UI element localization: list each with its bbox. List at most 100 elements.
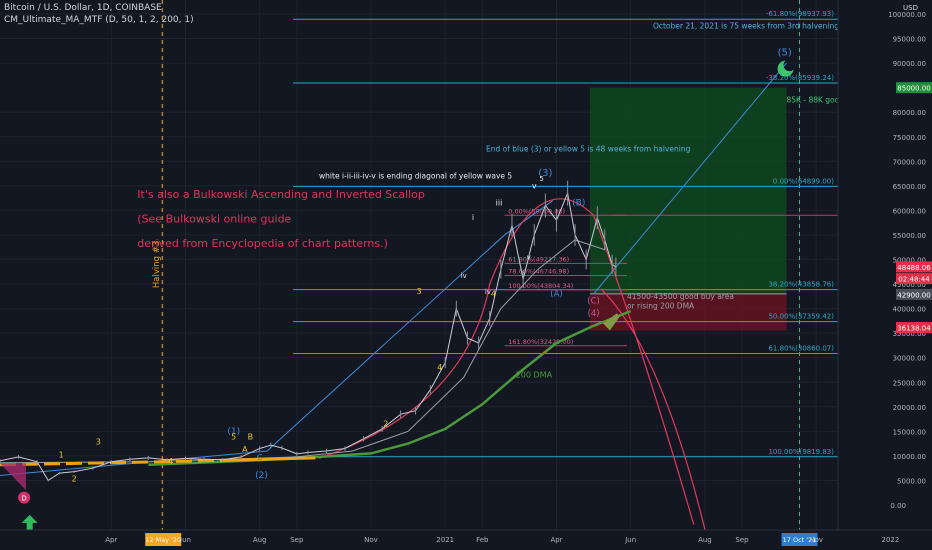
x-tick-label: Nov	[809, 536, 823, 544]
price-badge-label: 02:48:44	[898, 276, 930, 284]
y-tick-label: 15000.00	[893, 428, 926, 436]
price-badge	[896, 322, 932, 334]
wave-label-2-yellow-b: 2	[383, 419, 388, 428]
x-tick-label: 2021	[436, 536, 454, 544]
y-tick-label: 60000.00	[893, 207, 926, 215]
wave-label-i-white: i	[472, 213, 474, 222]
y-tick-label: 80000.00	[893, 109, 926, 117]
wave-label-iv-white: iv	[485, 288, 491, 296]
x-tick-label: 2022	[881, 536, 899, 544]
note-bulkowski-3: derived from Encyclopedia of chart patte…	[137, 237, 388, 250]
x-tick-label: Aug	[253, 536, 267, 544]
wave-label-b-yellow: B	[248, 433, 254, 442]
inner-fib-label: 0.00%(59000.00)	[508, 207, 565, 215]
note-bulkowski-1: It's also a Bulkowski Ascending and Inve…	[137, 188, 425, 201]
wave-label-a: (A)	[550, 289, 562, 299]
wave-label-2-yellow: 2	[72, 474, 77, 483]
x-tick-label-highlight: 12 May '20	[145, 536, 181, 544]
fib-label: 100.00%(9819.83)	[768, 448, 834, 456]
y-tick-label: 70000.00	[893, 158, 926, 166]
indicator-legend[interactable]: CM_Ultimate_MA_MTF (D, 50, 1, 2, 200, 1)	[4, 15, 194, 25]
y-tick-label: 65000.00	[893, 183, 926, 191]
x-tick-label: Feb	[476, 536, 489, 544]
x-tick-label: Aug	[698, 536, 712, 544]
x-tick-highlight	[145, 533, 182, 546]
x-tick-label: Jun	[179, 536, 191, 544]
wave-label-3-blue: (3)	[538, 168, 552, 179]
fib-label: 50.00%(37359.42)	[768, 313, 834, 321]
note-end-blue: End of blue (3) or yellow 5 is 48 weeks …	[486, 144, 691, 153]
y-tick-label: 25000.00	[893, 379, 926, 387]
y-tick-label: 35000.00	[893, 330, 926, 338]
note-200-dma: 200 DMA	[516, 370, 553, 379]
x-tick-label: Apr	[105, 536, 117, 544]
wave-label-5-blue: (5)	[778, 48, 792, 59]
wave-label-4-pink: (4)	[588, 309, 600, 319]
note-rising-dma: or rising 200 DMA	[627, 302, 695, 311]
x-tick-label: Apr	[550, 536, 562, 544]
wave-label-4-yellow-c: 4	[491, 289, 496, 298]
inner-fib-label: 100.00%(43804.34)	[508, 282, 573, 290]
buy-arrow	[21, 514, 38, 533]
inner-fib-label: 161.80%(32429.00)	[508, 338, 573, 346]
wave-label-3-yellow: 3	[417, 287, 422, 296]
wave-label-iii-white: iii	[496, 198, 503, 207]
y-tick-label: 40000.00	[893, 306, 926, 314]
ma200-line	[148, 309, 632, 466]
inner-fib-label: 78.60%(46746.98)	[508, 267, 569, 275]
moon-icon	[777, 60, 794, 77]
note-bulkowski-2: (See Bulkowski online guide	[137, 213, 291, 226]
y-tick-label: 5000.00	[897, 477, 926, 485]
x-tick-label: Sep	[290, 536, 304, 544]
price-badge	[896, 82, 932, 94]
y-tick-label: 20000.00	[893, 404, 926, 412]
wave-label-5-white: 5	[539, 175, 543, 183]
price-badge	[896, 261, 932, 273]
rocket-icon	[602, 313, 620, 331]
wave-label-iv-white-2: iv	[461, 272, 467, 280]
y-tick-label: 55000.00	[893, 232, 926, 240]
marker-wedge	[0, 463, 26, 491]
loss-zone	[589, 293, 787, 331]
price-badge-label: 48488.06	[897, 264, 931, 272]
price-badge	[896, 273, 932, 285]
inverted-scallop-curve	[318, 198, 695, 525]
y-tick-label: 30000.00	[893, 355, 926, 363]
y-tick-label: 75000.00	[893, 134, 926, 142]
price-badge-label: 36138.04	[897, 325, 931, 333]
note-buy-area: 41500-43500 good buy area	[627, 292, 734, 301]
wave-label-3-yellow-b: 3	[96, 438, 101, 447]
y-tick-label: 50000.00	[893, 257, 926, 265]
y-tick-label-zero: 0.00	[890, 502, 906, 510]
note-ending-diagonal: white i-ii-iii-iv-v is ending diagonal o…	[319, 171, 512, 180]
fib-label: -61.80%(98937.93)	[766, 10, 834, 18]
wave-label-1-blue: (1)	[227, 427, 240, 437]
wave-label-c: (C)	[587, 297, 600, 307]
fib-label: -38.20%(85939.24)	[766, 74, 834, 82]
y-tick-label: 90000.00	[893, 60, 926, 68]
ma-overlay-2	[222, 456, 316, 462]
wave-label-5-yellow: 5	[231, 433, 236, 442]
y-tick-label: 10000.00	[893, 453, 926, 461]
y-tick-label: 45000.00	[893, 281, 926, 289]
marker-d-label: D	[21, 495, 26, 503]
note-oct-2021: October 21, 2021 is 75 weeks from 3rd ha…	[653, 22, 839, 31]
marker-d	[18, 491, 31, 504]
wave-label-2-blue: (2)	[255, 471, 268, 481]
currency-label: USD	[903, 4, 918, 12]
inner-fib-label: 61.80%(49217.36)	[508, 255, 569, 263]
price-badge-label: 42900.00	[897, 291, 930, 299]
x-tick-label-highlight: 17 Oct '21	[783, 536, 817, 544]
wave-label-a-yellow: A	[242, 445, 248, 454]
wave-label-1-yellow: 1	[59, 450, 64, 459]
wave-label-v-white-2: v	[527, 254, 531, 262]
y-tick-label: 95000.00	[893, 36, 926, 44]
note-halving: Halving #3	[152, 241, 162, 288]
y-tick-label: 100000.00	[888, 11, 926, 19]
price-badge-label: 85000.00	[897, 85, 930, 93]
fib-label: 0.00%(64899.00)	[773, 177, 834, 185]
price-badge	[896, 288, 932, 300]
fib-label: 61.80%(30860.07)	[768, 344, 834, 352]
